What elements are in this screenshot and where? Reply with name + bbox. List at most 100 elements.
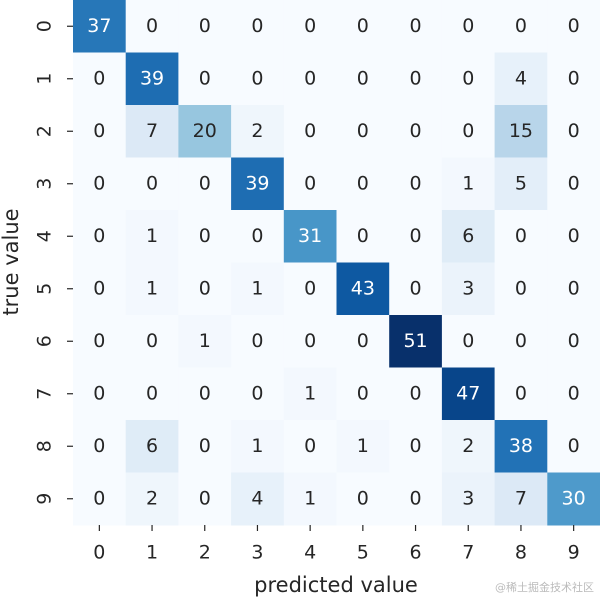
cell-label: 0 xyxy=(357,225,369,247)
cell-label: 0 xyxy=(199,277,211,299)
x-tick-label: 1 xyxy=(146,542,158,564)
cell-label: 0 xyxy=(357,487,369,509)
heat-cell xyxy=(178,262,232,316)
heat-cell xyxy=(283,262,337,316)
heat-cell xyxy=(547,0,600,53)
heat-cell xyxy=(494,105,548,158)
cell-label: 0 xyxy=(251,382,263,404)
heat-cell xyxy=(547,262,600,316)
cell-label: 0 xyxy=(304,435,316,457)
heat-cell xyxy=(494,420,548,473)
heat-cell xyxy=(178,315,232,368)
heat-cell xyxy=(336,52,390,106)
heat-cell xyxy=(336,420,390,473)
heat-cell xyxy=(441,472,496,526)
heat-cell xyxy=(547,367,600,421)
cell-label: 0 xyxy=(146,382,158,404)
cell-label: 47 xyxy=(456,382,480,404)
cell-label: 0 xyxy=(515,330,527,352)
cell-label: 0 xyxy=(304,172,316,194)
cell-label: 0 xyxy=(146,330,158,352)
heat-cell xyxy=(441,105,496,158)
cell-label: 37 xyxy=(87,15,111,37)
y-tick-label: 1 xyxy=(34,73,56,85)
heat-cell xyxy=(389,157,443,211)
heat-cell xyxy=(441,262,496,316)
heat-cell xyxy=(389,472,443,526)
heat-cell xyxy=(73,367,127,421)
cell-label: 51 xyxy=(403,330,427,352)
cell-label: 2 xyxy=(146,487,158,509)
cell-label: 0 xyxy=(304,120,316,142)
heat-cell xyxy=(441,420,496,473)
heat-cell xyxy=(125,420,179,473)
cell-label: 1 xyxy=(357,435,369,457)
cell-label: 5 xyxy=(515,172,527,194)
cell-label: 0 xyxy=(199,487,211,509)
heat-cell xyxy=(441,367,496,421)
cell-label: 0 xyxy=(304,15,316,37)
cell-label: 0 xyxy=(568,15,580,37)
heat-cell xyxy=(547,210,600,263)
heat-cell xyxy=(231,210,285,263)
heat-cell xyxy=(441,315,496,368)
heat-cell xyxy=(178,472,232,526)
heat-cell xyxy=(283,420,337,473)
heat-cell xyxy=(73,0,127,53)
heat-cell xyxy=(389,105,443,158)
cell-label: 39 xyxy=(245,172,269,194)
heat-cell xyxy=(178,0,232,53)
cell-label: 0 xyxy=(410,277,422,299)
cell-label: 0 xyxy=(568,435,580,457)
heat-cell xyxy=(73,105,127,158)
cell-label: 15 xyxy=(509,120,533,142)
y-tick-label: 9 xyxy=(34,493,56,505)
heat-cell xyxy=(125,315,179,368)
cell-label: 0 xyxy=(304,330,316,352)
heat-cell xyxy=(125,367,179,421)
heat-cell xyxy=(178,367,232,421)
cell-label: 0 xyxy=(410,172,422,194)
cell-label: 0 xyxy=(515,225,527,247)
heat-cell xyxy=(389,315,443,368)
heat-cell xyxy=(547,420,600,473)
cell-label: 0 xyxy=(93,172,105,194)
heat-cell xyxy=(73,157,127,211)
heat-cell xyxy=(441,157,496,211)
y-tick-label: 6 xyxy=(34,335,56,347)
heat-cell xyxy=(389,210,443,263)
cell-label: 0 xyxy=(515,277,527,299)
cell-label: 0 xyxy=(93,277,105,299)
cell-label: 1 xyxy=(146,277,158,299)
cell-label: 1 xyxy=(146,225,158,247)
cell-label: 0 xyxy=(515,382,527,404)
heat-cell xyxy=(125,157,179,211)
heat-cell xyxy=(494,157,548,211)
heat-cell xyxy=(231,52,285,106)
cell-label: 0 xyxy=(93,435,105,457)
cell-label: 3 xyxy=(462,487,474,509)
heat-cell xyxy=(494,315,548,368)
heat-cell xyxy=(441,210,496,263)
heat-cell xyxy=(231,105,285,158)
cell-label: 0 xyxy=(568,330,580,352)
heat-cell xyxy=(125,105,179,158)
cell-label: 0 xyxy=(568,225,580,247)
heat-cell xyxy=(178,420,232,473)
cell-label: 0 xyxy=(357,15,369,37)
x-axis-label: predicted value xyxy=(254,573,418,597)
x-tick-label: 4 xyxy=(304,542,316,564)
cell-label: 6 xyxy=(146,435,158,457)
cell-label: 0 xyxy=(568,172,580,194)
y-tick-label: 0 xyxy=(34,20,56,32)
heat-cell xyxy=(336,315,390,368)
heat-cell xyxy=(336,105,390,158)
heat-cell xyxy=(283,105,337,158)
cell-label: 31 xyxy=(298,225,322,247)
heat-cell xyxy=(178,157,232,211)
heat-cell xyxy=(547,105,600,158)
heat-cell xyxy=(389,420,443,473)
cell-label: 0 xyxy=(568,382,580,404)
heat-cell xyxy=(231,420,285,473)
